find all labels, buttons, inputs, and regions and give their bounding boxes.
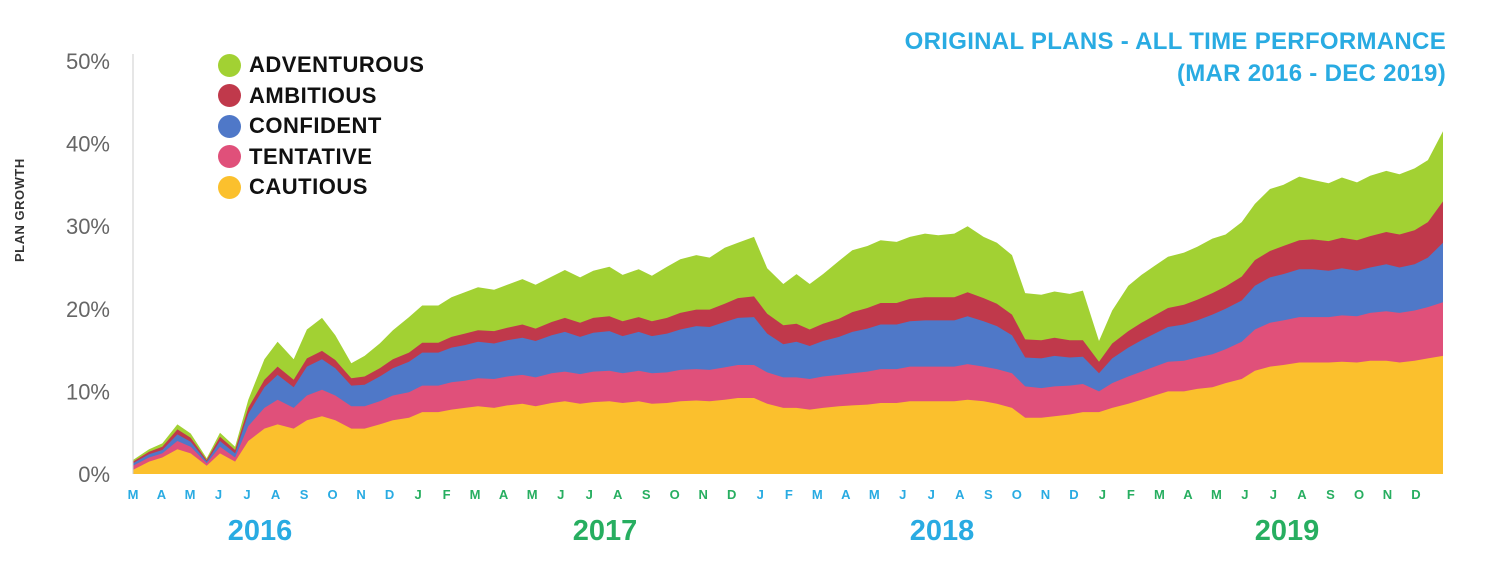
x-month-tick: O [1354,487,1364,502]
legend-swatch-cautious [218,175,241,199]
x-month-tick: D [727,487,736,502]
legend-item-tentative: TENTATIVE [218,142,424,173]
x-month-tick: O [328,487,338,502]
x-month-tick: J [586,487,593,502]
x-month-tick: M [1154,487,1165,502]
x-month-tick: A [613,487,623,502]
legend-label-confident: CONFIDENT [249,113,382,139]
legend-label-cautious: CAUTIOUS [249,174,368,200]
x-month-tick: J [414,487,421,502]
y-tick-label: 40% [66,132,110,157]
x-month-tick: J [557,487,564,502]
x-month-tick: N [1383,487,1392,502]
x-month-tick: M [527,487,538,502]
x-month-tick: M [128,487,139,502]
x-month-tick: J [215,487,222,502]
x-month-tick: S [1326,487,1335,502]
x-month-tick: O [1012,487,1022,502]
x-month-tick: A [271,487,281,502]
legend-item-adventurous: ADVENTUROUS [218,50,424,81]
x-month-tick: F [443,487,451,502]
x-month-tick: D [1411,487,1420,502]
x-month-tick: M [812,487,823,502]
y-tick-label: 0% [78,462,110,487]
x-month-tick: J [1099,487,1106,502]
x-year-label: 2017 [573,515,638,547]
x-month-tick: J [757,487,764,502]
x-month-tick: D [1069,487,1078,502]
legend-swatch-confident [218,114,241,138]
y-tick-label: 10% [66,379,110,404]
chart-title-line1: ORIGINAL PLANS - ALL TIME PERFORMANCE [904,28,1446,55]
y-tick-label: 20% [66,297,110,322]
y-tick-label: 30% [66,214,110,239]
x-month-tick: J [928,487,935,502]
legend-label-ambitious: AMBITIOUS [249,82,377,108]
x-month-tick: A [1183,487,1193,502]
x-month-tick: J [243,487,250,502]
x-month-tick: M [1211,487,1222,502]
chart-title: ORIGINAL PLANS - ALL TIME PERFORMANCE (M… [905,26,1446,90]
x-month-tick: N [1041,487,1050,502]
x-month-tick: M [185,487,196,502]
y-axis-label: PLAN GROWTH [12,158,27,262]
x-month-tick: M [869,487,880,502]
legend-label-adventurous: ADVENTUROUS [249,52,425,78]
x-year-label: 2018 [910,515,975,547]
y-tick-label: 50% [66,49,110,74]
x-month-tick: D [385,487,394,502]
x-month-tick: A [499,487,509,502]
x-month-tick: M [470,487,481,502]
x-month-tick: S [300,487,309,502]
x-month-tick: J [1241,487,1248,502]
legend-swatch-adventurous [218,53,241,77]
x-month-tick: N [699,487,708,502]
x-month-tick: A [955,487,965,502]
x-month-tick: F [785,487,793,502]
y-axis: 0% 10% 20% 30% 40% 50% [66,49,134,487]
x-month-tick: S [984,487,993,502]
legend-item-ambitious: AMBITIOUS [218,81,424,112]
x-month-tick: A [841,487,851,502]
x-month-tick: N [356,487,365,502]
legend-swatch-tentative [218,145,241,169]
stacked-areas [133,131,1443,474]
legend-swatch-ambitious [218,84,241,108]
area-cautious [133,355,1443,474]
legend-item-cautious: CAUTIOUS [218,172,424,203]
x-month-tick: A [157,487,167,502]
x-year-label: 2016 [228,515,293,547]
legend: ADVENTUROUS AMBITIOUS CONFIDENT TENTATIV… [218,50,424,203]
legend-label-tentative: TENTATIVE [249,143,373,169]
x-month-tick: J [1270,487,1277,502]
x-year-label: 2019 [1255,515,1320,547]
chart-title-line2: (MAR 2016 - DEC 2019) [1176,60,1446,87]
x-month-tick: J [899,487,906,502]
x-month-tick: S [642,487,651,502]
legend-item-confident: CONFIDENT [218,111,424,142]
x-month-tick: O [670,487,680,502]
x-month-tick: F [1127,487,1135,502]
x-month-tick: A [1297,487,1307,502]
